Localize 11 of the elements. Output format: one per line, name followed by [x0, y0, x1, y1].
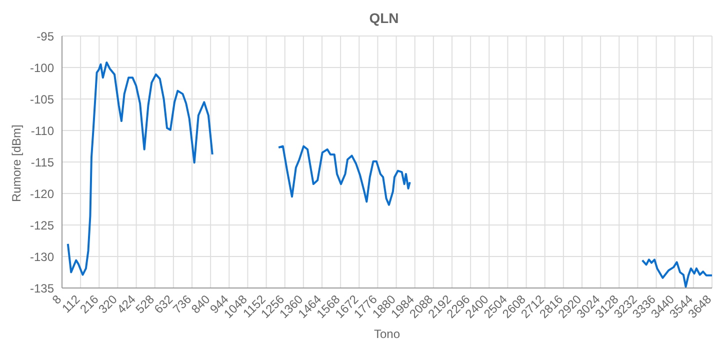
x-axis-title: Tono [374, 327, 400, 341]
y-tick-label: -130 [30, 250, 54, 264]
y-tick-label: -110 [30, 124, 54, 138]
y-tick-label: -95 [36, 29, 54, 44]
y-tick-label: -100 [30, 60, 54, 75]
chart-title: QLN [368, 9, 400, 28]
y-axis-title: Rumore [dBm] [9, 124, 24, 202]
y-tick-label: -125 [30, 218, 54, 232]
y-tick-label: -115 [30, 155, 54, 170]
y-tick-label: -105 [30, 92, 54, 106]
y-tick-label: -120 [30, 186, 54, 201]
